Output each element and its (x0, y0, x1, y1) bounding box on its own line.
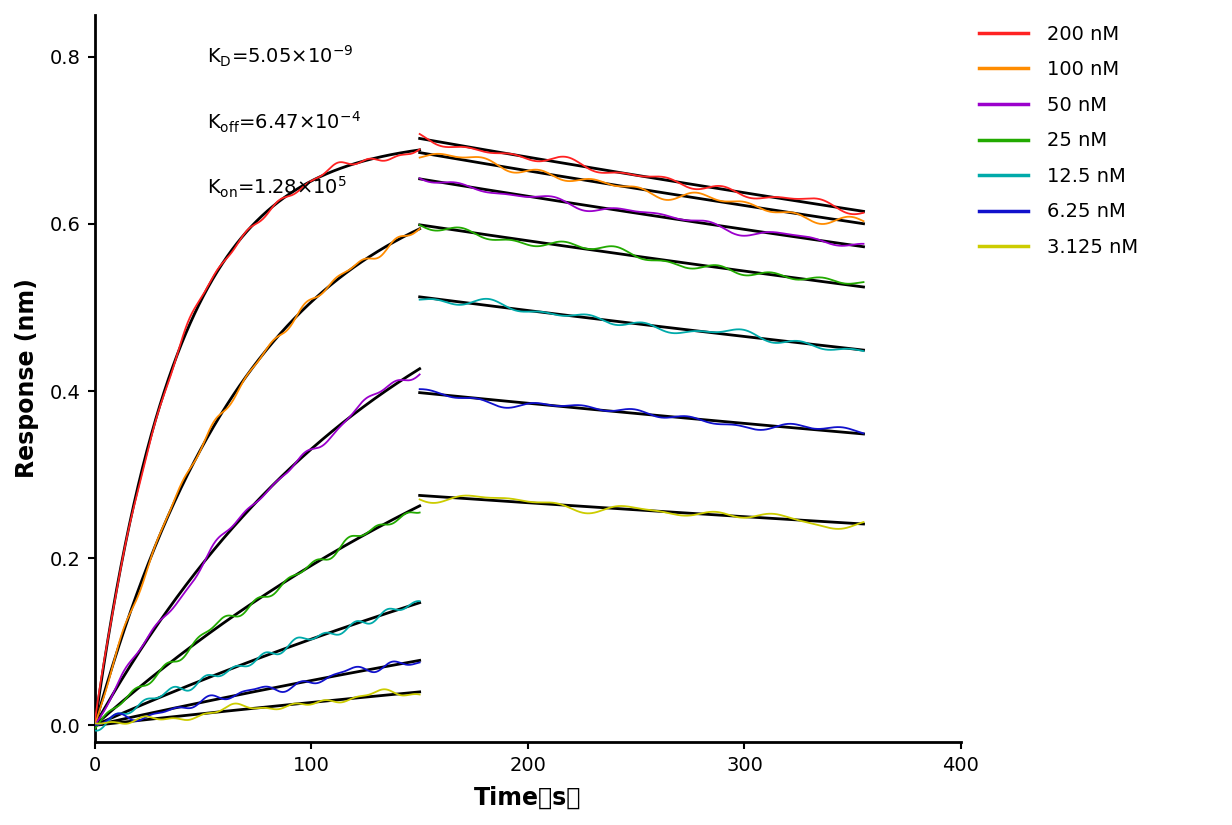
Legend: 200 nM, 100 nM, 50 nM, 25 nM, 12.5 nM, 6.25 nM, 3.125 nM: 200 nM, 100 nM, 50 nM, 25 nM, 12.5 nM, 6… (979, 25, 1138, 257)
Text: K$_\mathregular{on}$=1.28×10$^{5}$: K$_\mathregular{on}$=1.28×10$^{5}$ (207, 175, 347, 200)
Text: K$_\mathregular{off}$=6.47×10$^{-4}$: K$_\mathregular{off}$=6.47×10$^{-4}$ (207, 110, 361, 134)
X-axis label: Time（s）: Time（s） (474, 786, 582, 810)
Text: K$_\mathregular{D}$=5.05×10$^{-9}$: K$_\mathregular{D}$=5.05×10$^{-9}$ (207, 44, 354, 69)
Y-axis label: Response (nm): Response (nm) (15, 279, 39, 478)
